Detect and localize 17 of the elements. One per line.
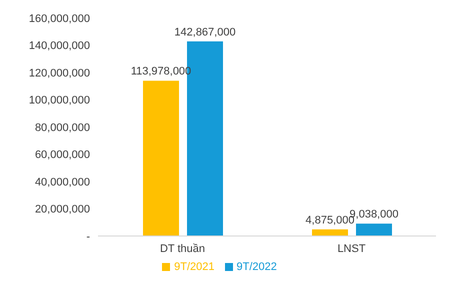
y-tick-label: 20,000,000	[34, 204, 90, 216]
legend-label: 9T/2021	[174, 261, 214, 273]
y-tick-label: 140,000,000	[28, 40, 90, 52]
y-tick-label: 80,000,000	[34, 122, 90, 134]
x-tick-label: DT thuần	[160, 242, 206, 255]
y-tick-label: -	[86, 230, 90, 243]
bar	[356, 224, 392, 236]
bar	[312, 229, 348, 236]
y-tick-label: 160,000,000	[28, 12, 90, 25]
y-tick-label: 120,000,000	[28, 67, 90, 80]
x-tick-label: LNST	[337, 242, 366, 255]
y-tick-label: 100,000,000	[28, 94, 90, 107]
bar	[143, 80, 179, 236]
y-tick-label: 60,000,000	[34, 149, 90, 162]
y-tick-label: 40,000,000	[34, 176, 90, 188]
data-label: 142,867,000	[174, 26, 236, 38]
legend-label: 9T/2022	[236, 261, 277, 273]
